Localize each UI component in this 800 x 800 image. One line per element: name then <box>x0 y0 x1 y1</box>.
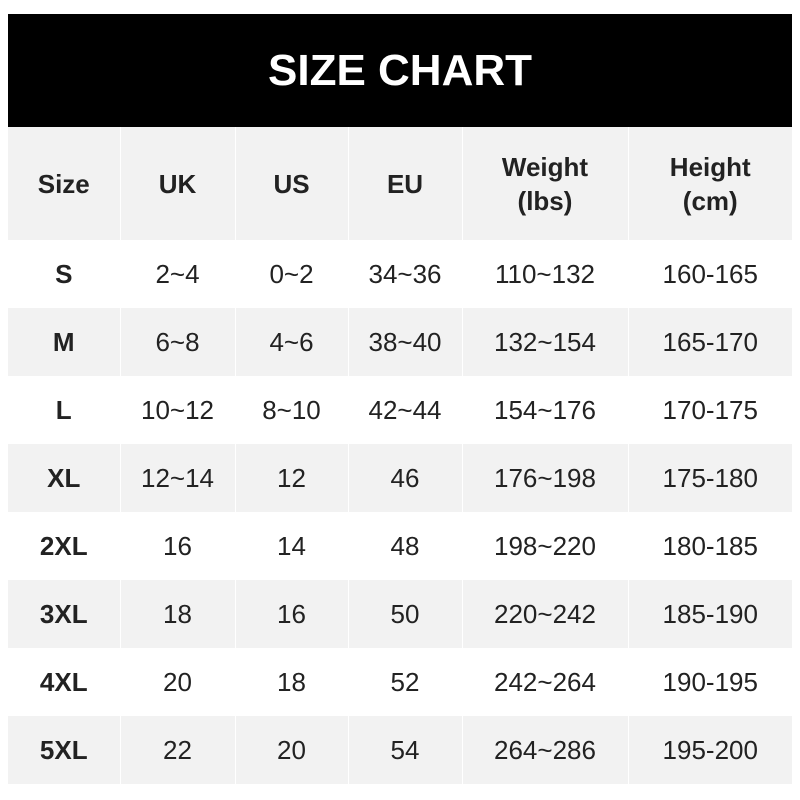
table-cell: 12~14 <box>119 444 235 512</box>
table-cell: 180-185 <box>627 512 792 580</box>
table-cell: 185-190 <box>627 580 792 648</box>
table-cell: 14 <box>234 512 348 580</box>
column-header: Height (cm) <box>627 127 792 240</box>
table-cell: 154~176 <box>461 376 628 444</box>
table-cell: 190-195 <box>627 648 792 716</box>
table-cell: 242~264 <box>461 648 628 716</box>
size-cell: L <box>55 394 72 425</box>
table-row: XL 12~14 12 46 176~198 175-180 <box>8 444 792 512</box>
table-row: L 10~12 8~10 42~44 154~176 170-175 <box>8 376 792 444</box>
table-cell: 20 <box>234 716 348 784</box>
table-cell: 18 <box>234 648 348 716</box>
column-header: Size <box>8 127 120 240</box>
table-cell: 6~8 <box>119 308 235 376</box>
table-cell: 175-180 <box>627 444 792 512</box>
table-cell: 160-165 <box>627 240 792 308</box>
table-cell: 54 <box>347 716 462 784</box>
table-cell: 42~44 <box>347 376 462 444</box>
table-cell: 2~4 <box>119 240 235 308</box>
table-cell: 20 <box>119 648 235 716</box>
size-chart-title: SIZE CHART <box>8 14 792 127</box>
table-row: S 2~4 0~2 34~36 110~132 160-165 <box>8 240 792 308</box>
table-cell: 16 <box>119 512 235 580</box>
table-cell: 50 <box>347 580 462 648</box>
table-cell: 12 <box>234 444 348 512</box>
table-cell: 8~10 <box>234 376 348 444</box>
size-cell: XL <box>8 444 120 512</box>
table-cell: 220~242 <box>461 580 628 648</box>
table-cell: 110~132 <box>461 240 628 308</box>
size-cell: 3XL <box>8 580 120 648</box>
table-cell: 165-170 <box>627 308 792 376</box>
table-cell: 18 <box>119 580 235 648</box>
table-cell: 10~12 <box>119 376 235 444</box>
size-cell: M <box>8 308 120 376</box>
table-row: M 6~8 4~6 38~40 132~154 165-170 <box>8 308 792 376</box>
size-cell: 4XL <box>39 666 88 697</box>
table-cell: 48 <box>347 512 462 580</box>
table-cell: 22 <box>119 716 235 784</box>
table-cell: 198~220 <box>461 512 628 580</box>
column-header: Weight (lbs) <box>461 127 628 240</box>
table-cell: 38~40 <box>347 308 462 376</box>
header-row: Size UK US EU Weight (lbs) Height (cm) <box>8 127 792 240</box>
table-cell: 176~198 <box>461 444 628 512</box>
table-cell: 4~6 <box>234 308 348 376</box>
column-header: UK <box>119 127 235 240</box>
table-cell: 195-200 <box>627 716 792 784</box>
table-cell: 52 <box>347 648 462 716</box>
table-cell: 132~154 <box>461 308 628 376</box>
table-cell: 34~36 <box>347 240 462 308</box>
table-cell: 264~286 <box>461 716 628 784</box>
table-cell: 0~2 <box>234 240 348 308</box>
column-header: EU <box>347 127 462 240</box>
table-cell: 46 <box>347 444 462 512</box>
column-header: US <box>234 127 348 240</box>
table-row: 5XL 22 20 54 264~286 195-200 <box>8 716 792 784</box>
size-table: Size UK US EU Weight (lbs) Height (cm) S 2~4 0~… <box>8 127 792 784</box>
table-cell: 16 <box>234 580 348 648</box>
size-cell: S <box>55 258 73 289</box>
size-cell: 5XL <box>8 716 120 784</box>
table-row: 4XL 20 18 52 242~264 190-195 <box>8 648 792 716</box>
table-cell: 170-175 <box>627 376 792 444</box>
table-row: 2XL 16 14 48 198~220 180-185 <box>8 512 792 580</box>
table-row: 3XL 18 16 50 220~242 185-190 <box>8 580 792 648</box>
size-cell: 2XL <box>39 530 88 561</box>
